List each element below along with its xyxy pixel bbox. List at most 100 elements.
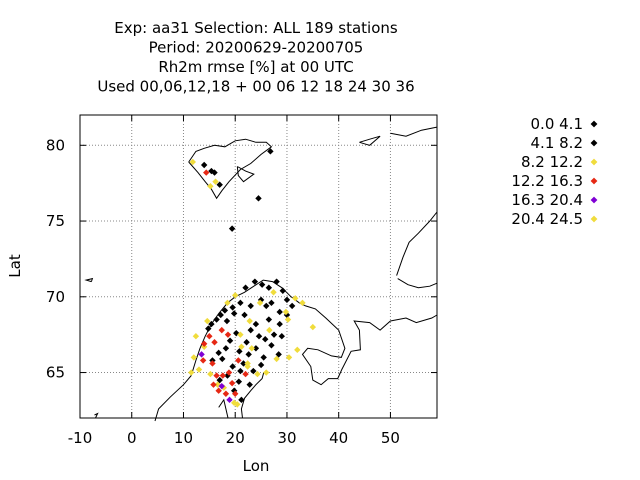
chart-title: Exp: aa31 Selection: ALL 189 stations Per… xyxy=(97,19,414,96)
data-point-series-3 xyxy=(206,332,213,340)
plot-frame xyxy=(79,114,438,419)
data-point-series-0 xyxy=(200,161,208,169)
y-tick-label: 75 xyxy=(46,212,65,230)
y-tick-label: 80 xyxy=(46,136,65,154)
coastline xyxy=(397,278,438,289)
data-point-series-0 xyxy=(275,351,282,358)
data-point-series-3 xyxy=(222,390,230,397)
x-tick-label: 40 xyxy=(329,429,348,447)
data-point-series-0 xyxy=(265,316,273,323)
title-line: Rh2m rmse [%] at 00 UTC xyxy=(158,58,353,76)
data-point-series-3 xyxy=(242,370,249,378)
data-point-series-0 xyxy=(265,284,273,291)
title-line: Used 00,06,12,18 + 00 06 12 18 24 30 36 xyxy=(97,78,414,96)
data-point-series-0 xyxy=(250,367,257,375)
data-point-series-0 xyxy=(252,345,260,352)
data-point-series-0 xyxy=(229,304,236,311)
data-point-series-1 xyxy=(216,376,223,384)
coastline xyxy=(240,372,265,419)
data-point-series-0 xyxy=(246,381,253,388)
data-point-series-2 xyxy=(284,316,292,323)
data-point-series-2 xyxy=(189,158,196,166)
data-point-series-0 xyxy=(229,363,236,370)
data-point-series-0 xyxy=(247,302,254,310)
data-point-series-3 xyxy=(219,372,226,379)
data-point-series-3 xyxy=(203,169,210,176)
data-point-series-0 xyxy=(283,296,291,304)
data-point-series-3 xyxy=(210,381,217,388)
data-point-series-1 xyxy=(263,302,270,310)
data-point-series-0 xyxy=(221,307,229,314)
x-tick-label: 30 xyxy=(277,429,296,447)
data-point-series-2 xyxy=(192,332,200,340)
data-point-series-1 xyxy=(230,310,238,317)
data-point-series-3 xyxy=(224,331,232,338)
data-point-series-0 xyxy=(208,167,215,175)
data-point-series-0 xyxy=(217,311,224,319)
data-point-series-0 xyxy=(276,320,283,328)
coastline xyxy=(390,126,438,137)
data-point-series-2 xyxy=(248,345,255,352)
data-point-series-0 xyxy=(262,336,269,343)
data-point-series-0 xyxy=(222,345,230,352)
data-point-series-2 xyxy=(292,295,299,302)
data-point-series-2 xyxy=(266,326,273,334)
data-point-series-3 xyxy=(199,357,207,364)
data-point-series-0 xyxy=(226,337,234,344)
coastline xyxy=(359,135,381,146)
data-point-series-0 xyxy=(242,284,249,291)
legend-label: 0.0 4.1 xyxy=(531,115,583,133)
data-point-series-5 xyxy=(244,360,251,367)
data-point-series-2 xyxy=(254,370,261,378)
data-point-series-2 xyxy=(273,355,280,363)
x-tick-label: 0 xyxy=(127,429,137,447)
data-point-series-0 xyxy=(236,348,243,355)
coastline xyxy=(84,277,94,283)
data-point-series-3 xyxy=(225,369,233,376)
data-point-series-3 xyxy=(213,372,220,379)
data-point-series-3 xyxy=(228,379,236,387)
data-point-series-5 xyxy=(234,401,241,408)
data-point-series-0 xyxy=(267,148,274,155)
data-point-series-2 xyxy=(256,299,264,307)
data-point-series-2 xyxy=(294,346,301,354)
coastline xyxy=(218,398,229,419)
data-point-series-3 xyxy=(200,340,208,347)
axis-ticks: -10 0 10 20 30 40 50 65 70 75 80 xyxy=(46,115,437,447)
legend-label: 8.2 12.2 xyxy=(521,153,583,171)
data-point-series-2 xyxy=(204,317,211,325)
data-point-series-0 xyxy=(247,326,254,334)
data-point-series-4 xyxy=(218,382,225,390)
data-point-series-1 xyxy=(255,332,263,340)
data-point-series-0 xyxy=(240,360,247,367)
x-tick-label: 10 xyxy=(174,429,193,447)
legend-marker xyxy=(590,158,598,166)
data-point-series-1 xyxy=(237,367,244,375)
data-point-series-0 xyxy=(241,311,248,319)
legend-marker xyxy=(590,196,598,204)
data-point-series-0 xyxy=(213,316,220,323)
legend-label: 20.4 24.5 xyxy=(511,210,583,228)
data-point-series-0 xyxy=(208,320,215,328)
data-points xyxy=(188,148,317,408)
data-point-series-2 xyxy=(188,369,195,376)
data-point-series-2 xyxy=(224,299,231,307)
data-point-series-1 xyxy=(211,169,218,176)
legend: 0.0 4.14.1 8.28.2 12.212.2 16.316.3 20.4… xyxy=(511,115,598,228)
title-line: Period: 20200629-20200705 xyxy=(149,39,364,57)
y-tick-label: 65 xyxy=(46,364,65,382)
legend-marker xyxy=(590,177,598,185)
coastline xyxy=(396,211,438,276)
data-point-series-0 xyxy=(268,299,275,307)
data-point-series-0 xyxy=(273,278,280,285)
data-point-series-3 xyxy=(218,326,225,334)
data-point-series-4 xyxy=(226,396,233,404)
data-point-series-0 xyxy=(243,339,250,346)
title-line: Exp: aa31 Selection: ALL 189 stations xyxy=(114,19,398,37)
data-point-series-1 xyxy=(223,317,231,325)
data-point-series-0 xyxy=(252,320,260,328)
data-point-series-2 xyxy=(309,323,317,331)
coastline xyxy=(188,138,273,200)
data-point-series-2 xyxy=(207,183,214,190)
